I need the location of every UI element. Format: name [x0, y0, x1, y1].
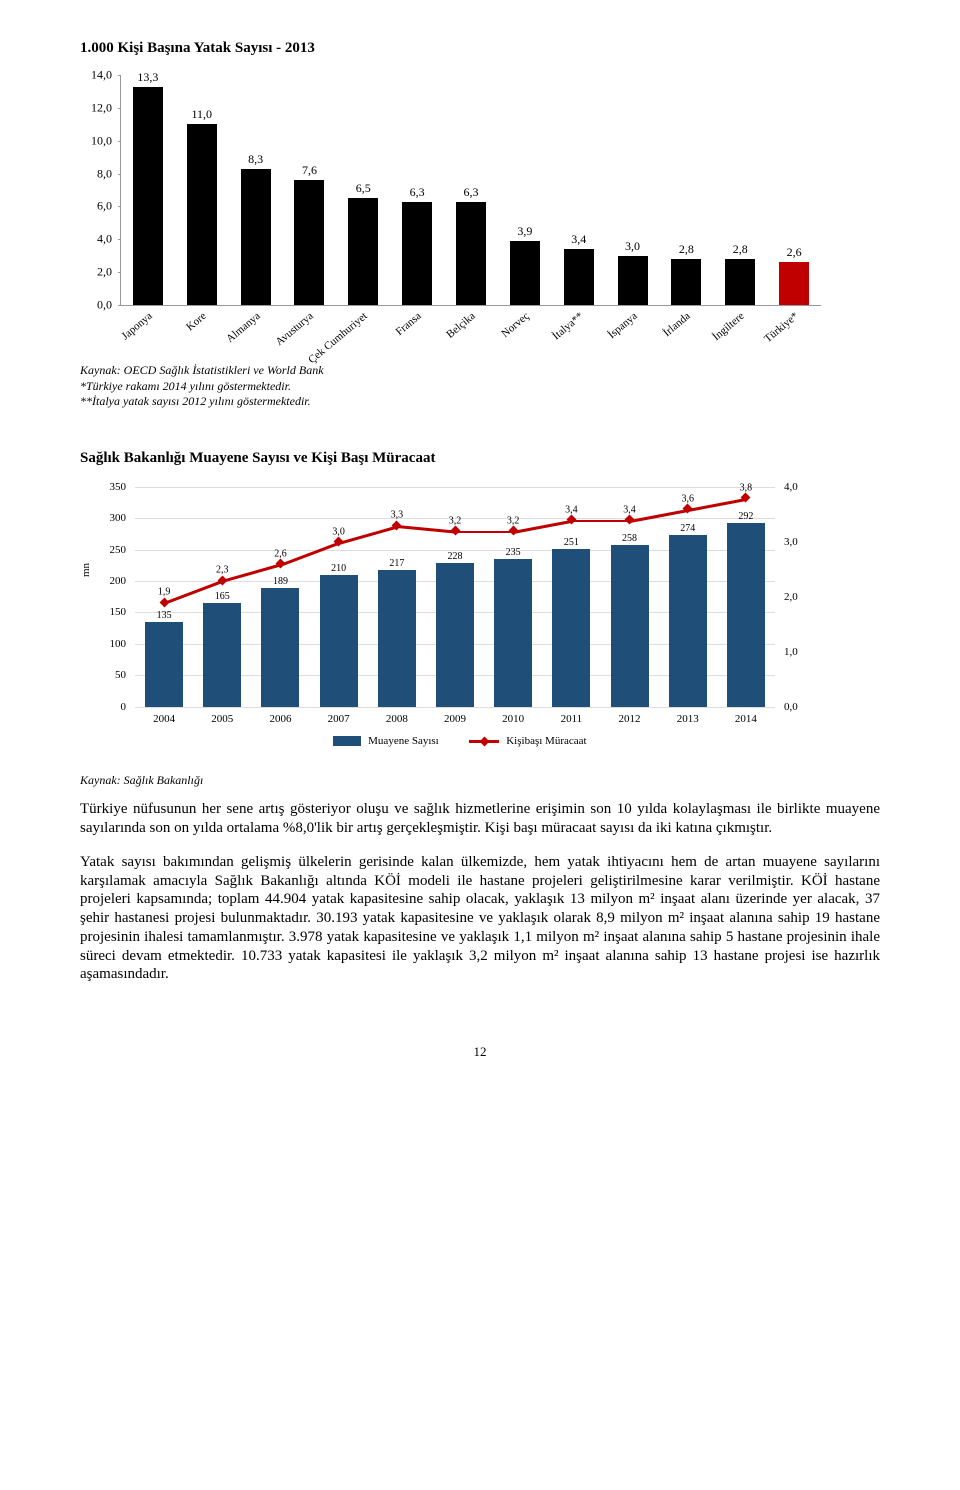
chart2-yaxis-right: 0,01,02,03,04,0 — [780, 487, 820, 707]
chart2-xlabel: 2006 — [269, 713, 291, 725]
chart1-xlabel: İspanya — [605, 310, 639, 341]
chart2-bar: 292 — [727, 523, 765, 707]
chart1-source-line: **İtalya yatak sayısı 2012 yılını göster… — [80, 394, 880, 410]
chart1-xlabel: İrlanda — [662, 310, 694, 339]
chart1-xlabel: Fransa — [394, 310, 424, 338]
chart1-bar: 3,4 — [564, 249, 594, 305]
chart2-line-marker — [508, 526, 518, 536]
chart1-xlabel: Japonya — [119, 310, 154, 342]
chart2-line-marker — [450, 526, 460, 536]
chart2-line-marker — [625, 515, 635, 525]
chart2-xlabel: 2010 — [502, 713, 524, 725]
chart1-yaxis: 0,02,04,06,08,010,012,014,0 — [80, 75, 116, 305]
chart1-xlabel: İtalya** — [550, 310, 585, 342]
chart2-bar: 258 — [611, 545, 649, 707]
chart2-bar: 165 — [203, 603, 241, 707]
chart1-xlabel: Almanya — [224, 310, 263, 345]
chart2-source: Kaynak: Sağlık Bakanlığı — [80, 773, 880, 789]
chart2-container: mn 050100150200250300350 135165189210217… — [80, 477, 840, 767]
chart2-bar: 189 — [261, 588, 299, 707]
chart2-bar: 210 — [320, 575, 358, 707]
chart2-bar: 228 — [436, 563, 474, 706]
chart1-xlabel: Belçika — [444, 310, 477, 341]
chart1-container: 0,02,04,06,08,010,012,014,0 13,3 11,0 8,3 7… — [80, 65, 840, 355]
chart1-xlabel: İngiltere — [711, 310, 747, 343]
legend-swatch-icon — [333, 736, 361, 746]
chart1-source: Kaynak: OECD Sağlık İstatistikleri ve Wo… — [80, 363, 880, 410]
chart2-xlabel: 2011 — [561, 713, 583, 725]
chart1-bar: 6,3 — [402, 202, 432, 306]
chart2-xlabel: 2009 — [444, 713, 466, 725]
paragraph: Türkiye nüfusunun her sene artış gösteri… — [80, 800, 880, 838]
chart1-xlabel: Norveç — [499, 310, 532, 340]
chart1-bar: 11,0 — [187, 124, 217, 305]
chart1-xlabel: Kore — [184, 310, 209, 333]
chart2-bar: 274 — [669, 535, 707, 707]
page-number: 12 — [80, 1044, 880, 1060]
chart2-bar: 235 — [494, 559, 532, 707]
chart2-xlabel: 2008 — [386, 713, 408, 725]
legend-item-line: Kişibaşı Müracaat — [469, 735, 586, 747]
chart2-xlabel: 2007 — [328, 713, 350, 725]
chart1-xlabel: Türkiye* — [762, 310, 801, 345]
chart1-bar: 6,3 — [456, 202, 486, 306]
chart1-bar: 2,8 — [725, 259, 755, 305]
chart1-bar: 3,9 — [510, 241, 540, 305]
chart1-bar: 8,3 — [241, 169, 271, 305]
chart1-bar: 2,8 — [671, 259, 701, 305]
chart2-line-marker — [159, 597, 169, 607]
chart2-bar: 217 — [378, 570, 416, 706]
paragraph: Yatak sayısı bakımından gelişmiş ülkeler… — [80, 853, 880, 984]
chart1-bar: 3,0 — [618, 256, 648, 305]
legend-label: Muayene Sayısı — [368, 735, 439, 747]
chart1-bar: 6,5 — [348, 198, 378, 305]
chart1-bar: 13,3 — [133, 87, 163, 306]
chart2-plot: 1351651892102172282352512582742921,92,32… — [135, 487, 775, 707]
chart2-xlabel: 2012 — [619, 713, 641, 725]
chart2-xlabel: 2004 — [153, 713, 175, 725]
chart2-bar: 135 — [145, 622, 183, 707]
chart2-xlabel: 2005 — [211, 713, 233, 725]
chart2-line-marker — [741, 493, 751, 503]
legend-label: Kişibaşı Müracaat — [506, 735, 586, 747]
chart1-xlabel: Avusturya — [274, 310, 316, 348]
chart1-source-line: *Türkiye rakamı 2014 yılını göstermekted… — [80, 379, 880, 395]
chart1-source-line: Kaynak: OECD Sağlık İstatistikleri ve Wo… — [80, 363, 880, 379]
chart2-title: Sağlık Bakanlığı Muayene Sayısı ve Kişi … — [80, 450, 880, 467]
chart1-title: 1.000 Kişi Başına Yatak Sayısı - 2013 — [80, 40, 880, 57]
chart2-legend: Muayene Sayısı Kişibaşı Müracaat — [80, 735, 840, 747]
legend-line-icon — [469, 740, 499, 743]
chart1-bar: 7,6 — [294, 180, 324, 305]
chart2-line-marker — [276, 559, 286, 569]
chart2-yaxis-left: 050100150200250300350 — [80, 487, 130, 707]
chart1-plot: 13,3 11,0 8,3 7,6 6,5 6,3 6,3 3,9 3,4 3,0 2,8 2,8 2,… — [120, 75, 821, 306]
chart2-line-marker — [566, 515, 576, 525]
chart2-xlabel: 2014 — [735, 713, 757, 725]
chart1-bar: 2,6 — [779, 262, 809, 305]
legend-item-bars: Muayene Sayısı — [333, 735, 438, 747]
chart2-bar: 251 — [552, 549, 590, 707]
chart2-xlabel: 2013 — [677, 713, 699, 725]
